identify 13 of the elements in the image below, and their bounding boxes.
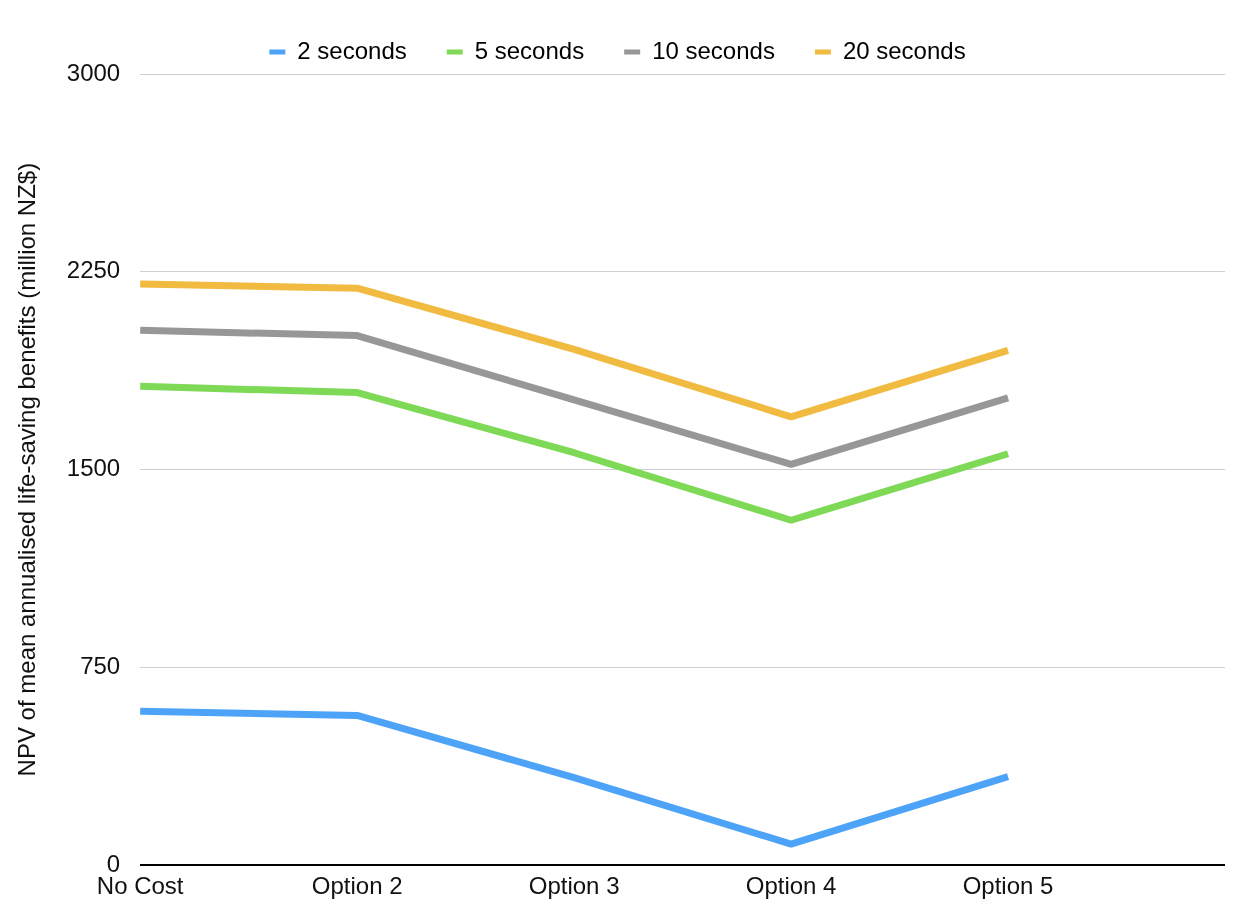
y-tick-label: 2250 (66, 256, 121, 284)
x-tick-label: Option 4 (745, 872, 837, 900)
y-tick-label: 750 (80, 652, 121, 680)
x-tick-label: Option 3 (528, 872, 620, 900)
y-axis-title: NPV of mean annualised life-saving benefits (million NZ$) (13, 162, 41, 777)
x-tick-label: Option 5 (962, 872, 1054, 900)
y-tick-label: 3000 (66, 58, 121, 86)
legend-label: 5 seconds (474, 36, 585, 64)
x-tick-label: Option 2 (311, 872, 403, 900)
legend-label: 10 seconds (652, 36, 775, 64)
y-tick-label: 1500 (66, 454, 121, 482)
legend-label: 20 seconds (842, 36, 966, 64)
legend-label: 2 seconds (297, 36, 407, 64)
